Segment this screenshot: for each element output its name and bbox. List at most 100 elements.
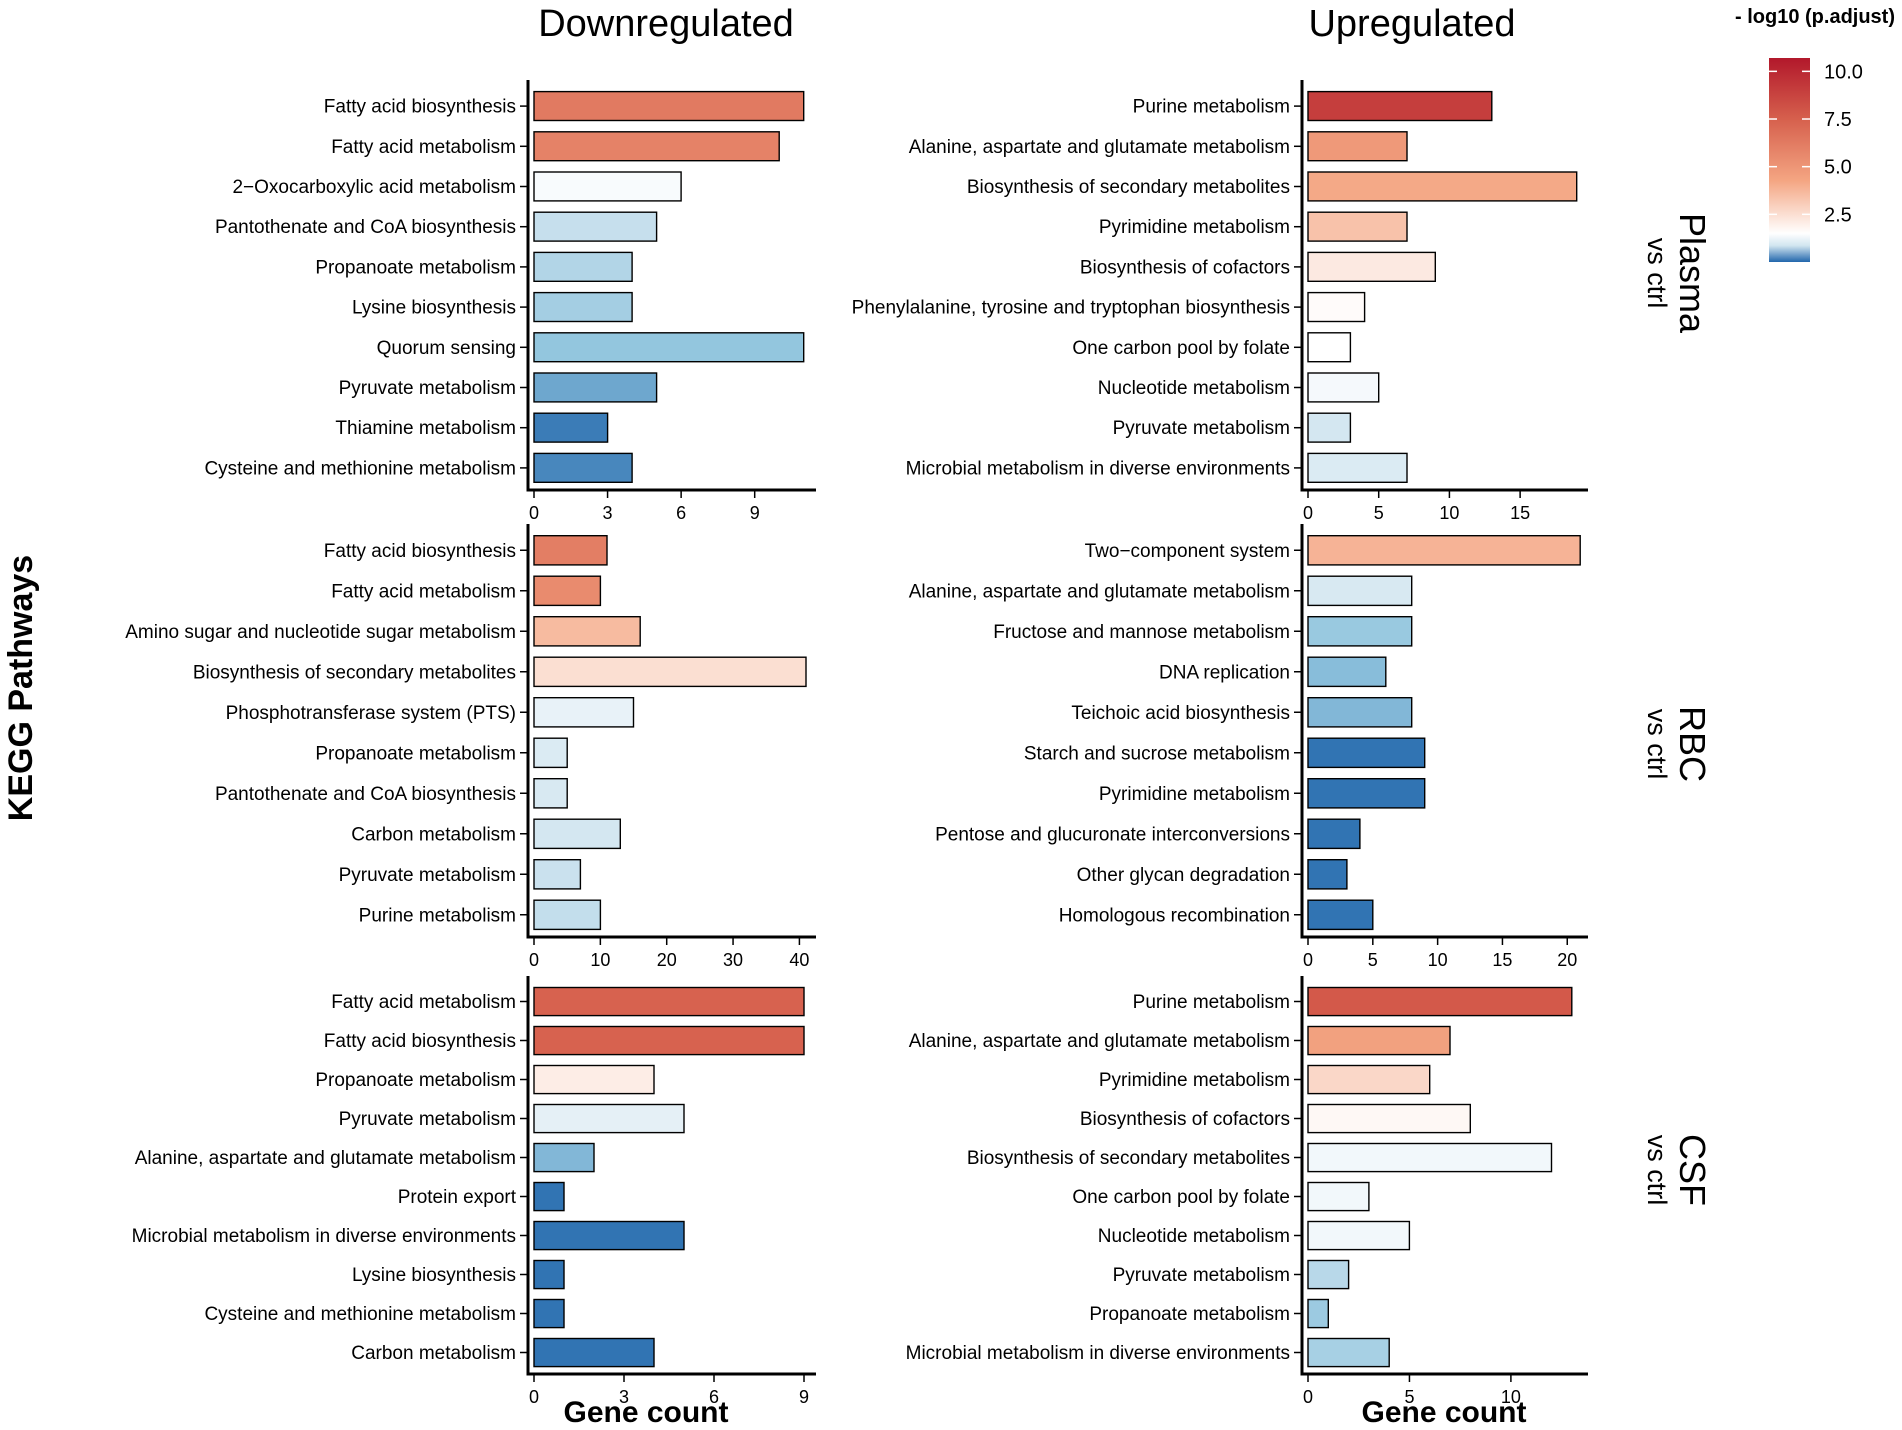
pathway-label: Pyrimidine metabolism bbox=[1099, 784, 1290, 805]
column-header-upregulated: Upregulated bbox=[1308, 3, 1515, 45]
x-tick-label: 0 bbox=[1303, 1387, 1313, 1407]
bar-rbc-downregulated-10 bbox=[533, 899, 602, 931]
column-header-downregulated: Downregulated bbox=[538, 3, 794, 45]
bar-rbc-downregulated-3 bbox=[533, 616, 641, 647]
pathway-label: Propanoate metabolism bbox=[1089, 1304, 1290, 1325]
pathway-label: Pyruvate metabolism bbox=[339, 865, 516, 886]
pathway-label: Fatty acid metabolism bbox=[331, 581, 516, 602]
pathway-label: Lysine biosynthesis bbox=[352, 298, 516, 319]
pathway-label: Biosynthesis of secondary metabolites bbox=[967, 177, 1290, 198]
x-tick-label: 10 bbox=[590, 950, 610, 970]
pathway-label: Carbon metabolism bbox=[351, 1343, 516, 1364]
bar-plasma-downregulated-9 bbox=[533, 412, 609, 443]
x-tick-label: 3 bbox=[619, 1387, 629, 1407]
bar-rbc-upregulated-4 bbox=[1307, 656, 1387, 688]
pathway-label: Alanine, aspartate and glutamate metabol… bbox=[909, 137, 1290, 158]
bar-plasma-downregulated-6 bbox=[533, 291, 633, 323]
pathway-label: Quorum sensing bbox=[377, 338, 516, 359]
facet-label-rbc: RBC bbox=[1672, 706, 1713, 782]
bar-rbc-downregulated-2 bbox=[533, 575, 602, 607]
bar-rbc-upregulated-10 bbox=[1307, 899, 1374, 931]
x-tick-label: 6 bbox=[676, 503, 686, 523]
bar-csf-upregulated-9 bbox=[1307, 1298, 1329, 1329]
bar-rbc-upregulated-7 bbox=[1307, 778, 1426, 809]
bar-plasma-upregulated-4 bbox=[1307, 211, 1408, 242]
pathway-label: Teichoic acid biosynthesis bbox=[1071, 703, 1290, 724]
pathway-label: Pyrimidine metabolism bbox=[1099, 217, 1290, 238]
bar-plasma-upregulated-5 bbox=[1307, 251, 1437, 282]
pathway-label: Purine metabolism bbox=[1133, 992, 1290, 1013]
x-tick-label: 30 bbox=[723, 950, 743, 970]
pathway-label: Pentose and glucuronate interconversions bbox=[935, 824, 1290, 845]
pathway-label: Pyruvate metabolism bbox=[1113, 418, 1290, 439]
facet-sublabel-rbc: vs ctrl bbox=[1642, 709, 1672, 780]
pathway-label: Alanine, aspartate and glutamate metabol… bbox=[909, 581, 1290, 602]
bar-rbc-upregulated-5 bbox=[1307, 697, 1413, 728]
bar-csf-upregulated-5 bbox=[1307, 1142, 1553, 1173]
bar-csf-upregulated-7 bbox=[1307, 1220, 1411, 1251]
pathway-label: Microbial metabolism in diverse environm… bbox=[906, 458, 1290, 479]
bar-rbc-upregulated-6 bbox=[1307, 737, 1426, 769]
bar-csf-upregulated-6 bbox=[1307, 1181, 1370, 1212]
bar-rbc-downregulated-8 bbox=[533, 818, 622, 850]
legend-tick-label: 5.0 bbox=[1824, 157, 1852, 179]
pathway-label: Pyruvate metabolism bbox=[339, 1109, 516, 1130]
x-tick-label: 15 bbox=[1510, 503, 1530, 523]
x-tick-label: 6 bbox=[709, 1387, 719, 1407]
bar-plasma-upregulated-7 bbox=[1307, 332, 1352, 363]
panel-plasma-upregulated: Purine metabolism Alanine, aspartate and … bbox=[852, 80, 1588, 523]
bar-csf-downregulated-2 bbox=[533, 1025, 805, 1056]
pathway-label: Fatty acid metabolism bbox=[331, 137, 516, 158]
x-axis-title-2: Gene count bbox=[1361, 1396, 1526, 1429]
bar-csf-upregulated-1 bbox=[1307, 986, 1573, 1017]
bar-rbc-downregulated-1 bbox=[533, 535, 608, 566]
pathway-label: Homologous recombination bbox=[1059, 905, 1290, 926]
pathway-label: 2−Oxocarboxylic acid metabolism bbox=[232, 177, 516, 198]
bar-rbc-upregulated-8 bbox=[1307, 818, 1361, 850]
bar-rbc-downregulated-5 bbox=[533, 697, 635, 728]
panel-csf-downregulated: Fatty acid metabolism Fatty acid biosynth… bbox=[132, 976, 816, 1407]
bar-csf-upregulated-4 bbox=[1307, 1103, 1472, 1134]
bar-plasma-upregulated-6 bbox=[1307, 291, 1366, 323]
pathway-label: Alanine, aspartate and glutamate metabol… bbox=[909, 1031, 1290, 1052]
pathway-label: Purine metabolism bbox=[1133, 97, 1290, 118]
x-tick-label: 0 bbox=[529, 950, 539, 970]
x-tick-label: 9 bbox=[750, 503, 760, 523]
pathway-label: Fatty acid metabolism bbox=[331, 992, 516, 1013]
bar-plasma-upregulated-3 bbox=[1307, 171, 1578, 202]
bar-rbc-upregulated-3 bbox=[1307, 616, 1413, 647]
pathway-label: Cysteine and methionine metabolism bbox=[204, 1304, 516, 1325]
bar-csf-downregulated-1 bbox=[533, 986, 805, 1017]
pathway-label: Lysine biosynthesis bbox=[352, 1265, 516, 1286]
bar-csf-downregulated-5 bbox=[533, 1142, 595, 1173]
bar-csf-upregulated-3 bbox=[1307, 1064, 1431, 1095]
pathway-label: Phosphotransferase system (PTS) bbox=[226, 703, 516, 724]
bar-csf-upregulated-8 bbox=[1307, 1259, 1350, 1290]
pathway-label: One carbon pool by folate bbox=[1072, 338, 1290, 359]
bar-rbc-downregulated-6 bbox=[533, 737, 568, 769]
pathway-label: Pyruvate metabolism bbox=[1113, 1265, 1290, 1286]
pathway-label: Pyrimidine metabolism bbox=[1099, 1070, 1290, 1091]
pathway-label: One carbon pool by folate bbox=[1072, 1187, 1290, 1208]
x-tick-label: 9 bbox=[799, 1387, 809, 1407]
pathway-label: Biosynthesis of cofactors bbox=[1080, 1109, 1290, 1130]
panel-csf-upregulated: Purine metabolism Alanine, aspartate and … bbox=[906, 976, 1588, 1407]
x-tick-label: 3 bbox=[603, 503, 613, 523]
facet-label-plasma: Plasma bbox=[1672, 213, 1713, 334]
x-tick-label: 20 bbox=[657, 950, 677, 970]
legend-tick-label: 10.0 bbox=[1824, 61, 1863, 83]
pathway-label: Propanoate metabolism bbox=[315, 1070, 516, 1091]
color-legend: - log10 (p.adjust) 10.0 7.5 5.0 2.5 bbox=[1735, 6, 1895, 262]
panel-plasma-downregulated: Fatty acid biosynthesis Fatty acid metabo… bbox=[204, 80, 816, 523]
x-tick-label: 20 bbox=[1557, 950, 1577, 970]
pathway-label: Protein export bbox=[398, 1187, 517, 1208]
bar-plasma-upregulated-8 bbox=[1307, 372, 1380, 403]
pathway-label: Biosynthesis of secondary metabolites bbox=[967, 1148, 1290, 1169]
pathway-label: Amino sugar and nucleotide sugar metabol… bbox=[125, 622, 516, 643]
x-tick-label: 40 bbox=[789, 950, 809, 970]
pathway-label: Pantothenate and CoA biosynthesis bbox=[215, 784, 516, 805]
bar-csf-downregulated-4 bbox=[533, 1103, 685, 1134]
pathway-label: Pyruvate metabolism bbox=[339, 378, 516, 399]
bar-rbc-downregulated-9 bbox=[533, 859, 582, 890]
